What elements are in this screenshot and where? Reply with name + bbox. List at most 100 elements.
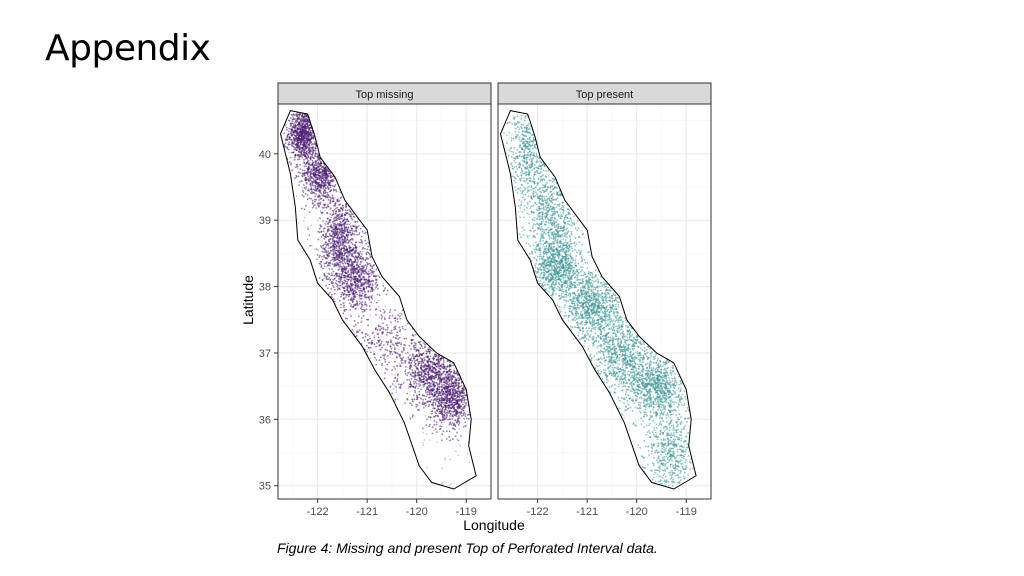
data-point: [327, 250, 329, 252]
data-point: [324, 209, 326, 212]
data-point: [430, 385, 432, 388]
data-point: [433, 366, 436, 369]
data-point: [442, 387, 445, 389]
data-point: [465, 417, 468, 420]
data-point: [358, 329, 361, 331]
data-point: [351, 230, 354, 232]
data-point: [295, 119, 297, 122]
data-point: [311, 132, 313, 134]
data-point: [360, 268, 363, 271]
data-point: [456, 412, 459, 415]
data-point: [339, 264, 342, 266]
data-point: [354, 221, 356, 224]
data-point: [345, 267, 348, 270]
data-point: [296, 127, 298, 129]
data-point: [297, 151, 300, 153]
data-point: [376, 333, 379, 335]
data-point: [338, 274, 341, 277]
data-point: [380, 364, 383, 367]
data-point: [441, 467, 444, 470]
data-point: [320, 168, 323, 171]
data-point: [361, 320, 363, 322]
data-point: [457, 387, 459, 389]
data-point: [324, 223, 327, 225]
data-point: [288, 151, 290, 153]
data-point: [330, 250, 332, 252]
data-point: [407, 387, 409, 390]
data-point: [369, 337, 371, 340]
data-point: [303, 120, 305, 122]
data-point: [388, 311, 391, 314]
data-point: [314, 164, 317, 167]
data-point: [317, 171, 320, 174]
data-point: [382, 282, 384, 285]
data-point: [454, 394, 457, 397]
data-point: [346, 223, 348, 226]
data-point: [345, 241, 347, 244]
data-point: [323, 251, 325, 254]
data-point: [352, 291, 355, 293]
data-point: [343, 250, 346, 253]
data-point: [321, 211, 324, 214]
data-point: [328, 283, 331, 286]
data-point: [359, 263, 362, 266]
data-point: [298, 139, 301, 142]
data-point: [407, 356, 410, 359]
data-point: [411, 334, 414, 337]
data-point: [388, 361, 390, 364]
data-point: [396, 378, 399, 380]
data-point: [401, 342, 403, 344]
data-point: [422, 431, 424, 434]
data-point: [294, 121, 296, 124]
data-point: [436, 384, 439, 386]
data-point: [362, 336, 364, 339]
data-point: [324, 195, 326, 198]
data-point: [468, 461, 470, 464]
data-point: [322, 199, 325, 202]
data-point: [301, 189, 304, 192]
data-point: [412, 371, 414, 374]
data-point: [422, 444, 425, 446]
data-point: [336, 272, 339, 275]
data-point: [415, 378, 418, 381]
data-point: [360, 272, 362, 275]
data-point: [312, 184, 315, 187]
data-point: [307, 188, 310, 191]
data-point: [298, 156, 300, 159]
data-point: [453, 401, 455, 404]
data-point: [438, 392, 440, 395]
data-point: [395, 391, 397, 394]
data-point: [352, 298, 355, 300]
data-point: [436, 431, 438, 433]
data-point: [437, 364, 440, 367]
data-point: [368, 305, 371, 307]
data-point: [382, 308, 385, 311]
data-point: [331, 293, 333, 296]
data-point: [290, 135, 293, 137]
data-point: [370, 351, 372, 354]
data-point: [436, 410, 439, 412]
data-point: [367, 275, 370, 278]
data-point: [313, 142, 316, 145]
data-point: [450, 370, 453, 373]
data-point: [384, 353, 386, 356]
data-point: [398, 348, 400, 351]
data-point: [309, 188, 312, 190]
data-point: [442, 381, 445, 383]
data-point: [337, 208, 340, 211]
data-point: [386, 368, 389, 371]
data-point: [332, 213, 335, 216]
data-point: [438, 412, 441, 414]
data-point: [336, 241, 338, 243]
data-point: [286, 147, 289, 150]
data-point: [300, 133, 303, 135]
data-point: [467, 418, 470, 420]
data-point: [434, 403, 437, 406]
data-point: [414, 372, 417, 374]
data-point: [366, 344, 368, 347]
data-point: [329, 213, 332, 216]
data-point: [383, 377, 386, 380]
data-point: [303, 165, 306, 168]
data-point: [445, 368, 448, 370]
data-point: [347, 256, 350, 258]
